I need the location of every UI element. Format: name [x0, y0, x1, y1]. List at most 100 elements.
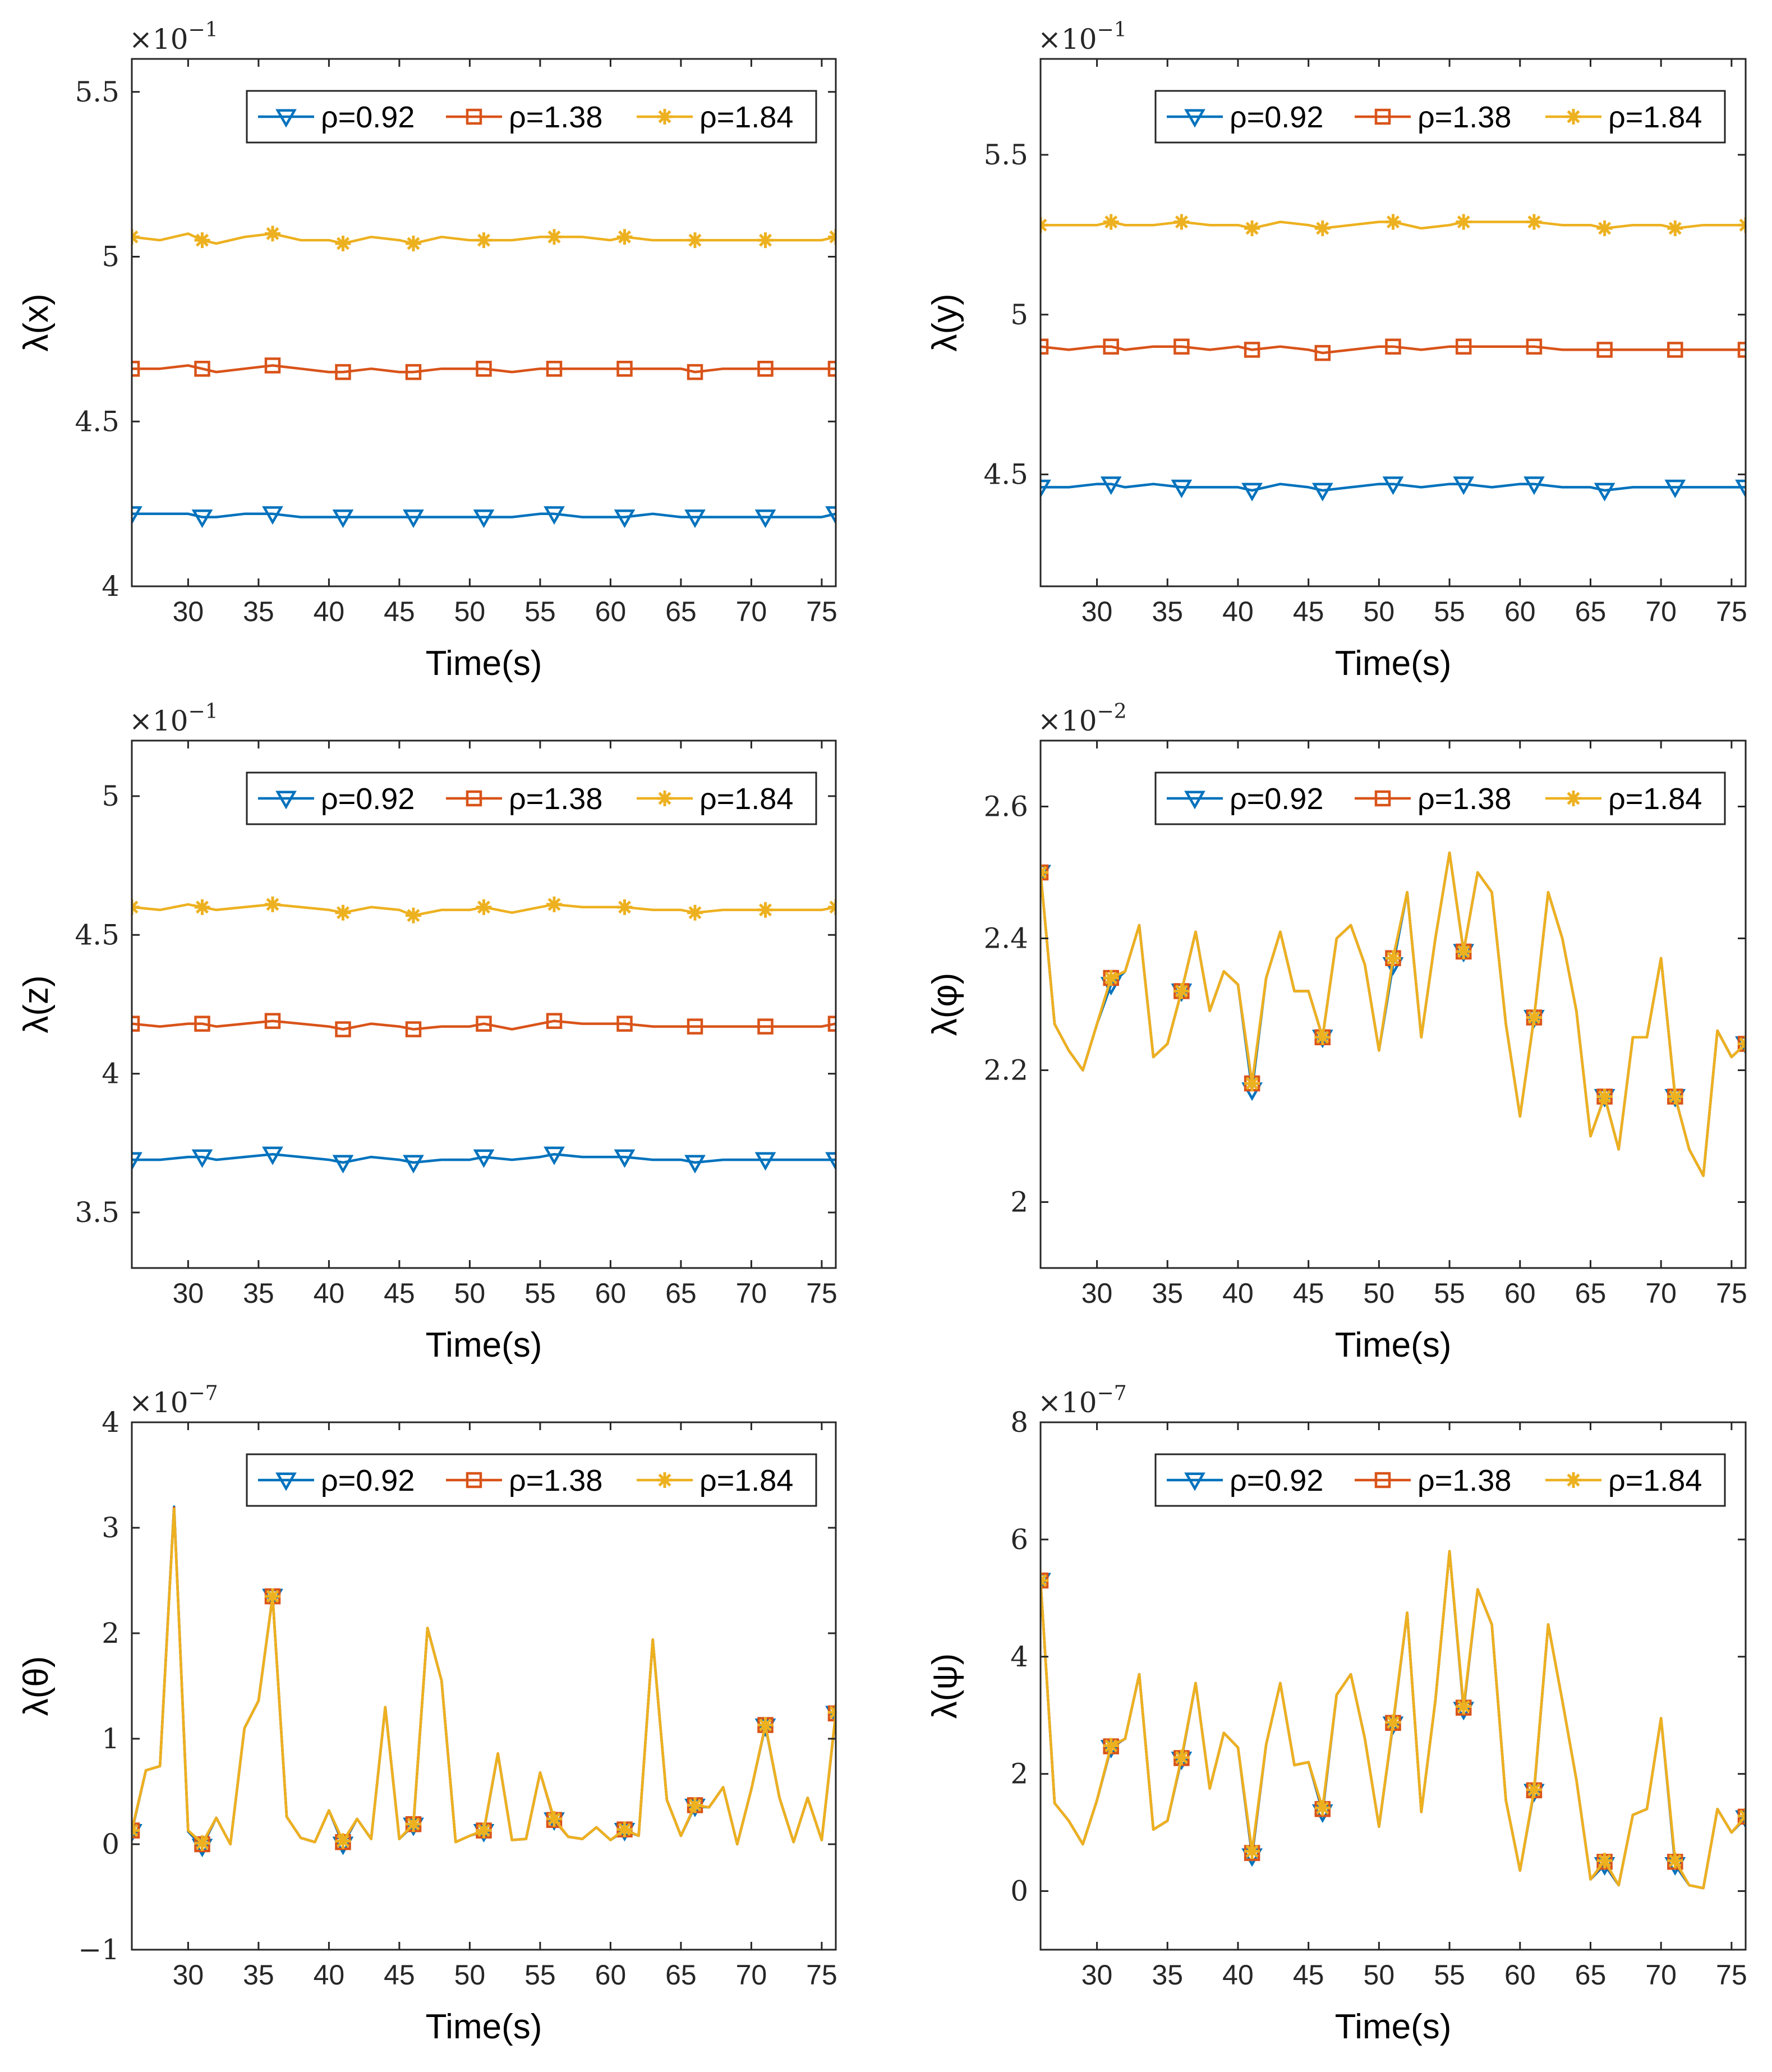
x-axis-label: Time(s): [1335, 644, 1452, 683]
x-axis-label: Time(s): [1335, 1326, 1452, 1365]
series-2: [1041, 338, 1746, 361]
y-exponent-label: ×10−1: [1038, 19, 1127, 56]
x-tick-label: 45: [384, 1959, 415, 1991]
legend-entry-3: ρ=1.84: [1545, 782, 1702, 816]
legend: ρ=0.92 ρ=1.38 ρ=1.84: [1154, 771, 1726, 825]
y-tick-label: 1: [102, 1722, 119, 1755]
x-tick-label: 50: [1364, 1959, 1395, 1991]
x-tick-label: 40: [1222, 596, 1254, 627]
y-axis-label: λ(x): [17, 293, 56, 351]
data-point: [264, 1013, 281, 1029]
data-point: [544, 506, 565, 525]
data-point: [614, 1149, 636, 1168]
data-point: [132, 506, 142, 525]
legend-entry-1: ρ=0.92: [258, 1464, 415, 1497]
data-point: [332, 1155, 354, 1174]
data-point: [1100, 476, 1122, 495]
data-point: [332, 509, 354, 529]
x-tick-label: 75: [806, 596, 837, 627]
y-exponent-label: ×10−7: [129, 1382, 218, 1419]
data-point: [194, 899, 210, 915]
data-point: [827, 361, 836, 377]
data-point: [546, 1811, 562, 1827]
data-point: [1735, 479, 1746, 498]
legend-label: ρ=1.84: [699, 1464, 793, 1497]
y-axis-label: λ(ψ): [926, 1653, 964, 1719]
data-point: [194, 232, 210, 249]
series-3: [1041, 214, 1746, 236]
legend-box: [246, 90, 817, 144]
marker-stroke: [1739, 218, 1746, 227]
x-tick-label: 75: [1716, 596, 1747, 627]
axes-box: [131, 58, 837, 587]
legend-marker: [1566, 109, 1581, 125]
data-point: [1526, 338, 1543, 355]
x-tick-label: 55: [1434, 1959, 1465, 1991]
legend: ρ=0.92 ρ=1.38 ρ=1.84: [246, 771, 817, 825]
data-point: [1453, 476, 1475, 495]
x-tick-label: 55: [524, 596, 556, 627]
chart-panel-6: 30 35 40 45 50 55 60 65 70 75 0 2 4 6 8 ×10−7 Time(s) λ(ψ…: [926, 1382, 1747, 2046]
data-point: [687, 1018, 703, 1035]
data-point: [132, 1822, 140, 1839]
legend-marker: [275, 109, 297, 128]
series-3: [1041, 1550, 1746, 1890]
data-point: [265, 1588, 280, 1605]
x-tick-label: 65: [665, 596, 697, 627]
legend-label: ρ=0.92: [321, 1464, 415, 1497]
y-exponent-label: ×10−2: [1038, 700, 1127, 737]
y-tick-label: 2: [1010, 1186, 1028, 1219]
x-tick-label: 70: [736, 596, 767, 627]
data-point: [687, 364, 703, 380]
legend: ρ=0.92 ρ=1.38 ρ=1.84: [246, 90, 817, 144]
legend-label: ρ=1.84: [1608, 100, 1702, 134]
x-tick-label: 30: [173, 1959, 204, 1991]
y-tick-label: 2.6: [983, 791, 1028, 823]
x-tick-label: 35: [243, 1278, 274, 1309]
marker-stroke: [1739, 1814, 1746, 1823]
data-point: [757, 232, 774, 249]
x-tick-label: 70: [1645, 1278, 1677, 1309]
data-point: [265, 896, 280, 912]
plot-area: [132, 741, 836, 1268]
data-point: [1382, 476, 1404, 495]
y-tick-label: 4.5: [983, 458, 1028, 491]
legend: ρ=0.92 ρ=1.38 ρ=1.84: [1154, 1453, 1726, 1507]
legend: ρ=0.92 ρ=1.38 ρ=1.84: [246, 1453, 817, 1507]
data-point: [754, 509, 776, 529]
data-point: [335, 1021, 351, 1037]
data-point: [1596, 342, 1613, 358]
marker-stroke: [1739, 1037, 1746, 1046]
data-point: [825, 1706, 836, 1725]
data-point: [403, 509, 424, 529]
data-point: [132, 361, 140, 377]
legend-marker: [275, 791, 297, 810]
series-1: [1041, 476, 1746, 502]
y-tick-label: 8: [1010, 1406, 1028, 1439]
chart-panel-4: 30 35 40 45 50 55 60 65 70 75 2 2.2 2.4 2.6 ×10−2 Time(…: [926, 700, 1747, 1365]
data-point: [194, 1016, 210, 1032]
data-point: [1667, 342, 1683, 358]
data-point: [684, 1155, 706, 1174]
x-tick-label: 55: [1434, 596, 1465, 627]
x-tick-label: 50: [1364, 1278, 1395, 1309]
data-point: [1738, 217, 1746, 233]
series-line: [132, 1019, 836, 1031]
data-point: [1455, 338, 1472, 355]
legend-entry-3: ρ=1.84: [637, 1464, 793, 1497]
data-point: [1041, 217, 1048, 233]
legend-marker: [466, 790, 482, 807]
y-tick-label: 5: [1010, 298, 1028, 331]
legend-box: [246, 1453, 817, 1507]
marker-stroke: [132, 1823, 139, 1833]
legend-label: ρ=1.38: [1417, 782, 1511, 816]
legend-entry-1: ρ=0.92: [1167, 100, 1323, 134]
legend-label: ρ=1.38: [509, 782, 602, 816]
data-point: [406, 907, 421, 924]
marker-stroke: [829, 905, 836, 914]
x-tick-label: 55: [1434, 1278, 1465, 1309]
x-tick-label: 35: [243, 596, 274, 627]
y-axis-label: λ(φ): [926, 973, 964, 1036]
x-tick-label: 40: [1222, 1959, 1254, 1991]
legend-label: ρ=1.84: [699, 782, 793, 816]
